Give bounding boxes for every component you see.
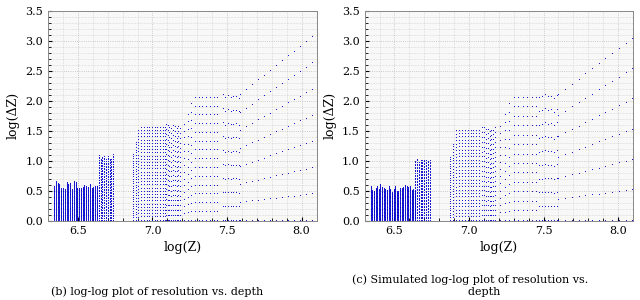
X-axis label: log(Z): log(Z) bbox=[163, 241, 202, 254]
Text: (c) Simulated log-log plot of resolution vs.
        depth: (c) Simulated log-log plot of resolution… bbox=[352, 275, 589, 297]
X-axis label: log(Z): log(Z) bbox=[480, 241, 518, 254]
Y-axis label: log(ΔZ): log(ΔZ) bbox=[323, 92, 337, 140]
Text: (b) log-log plot of resolution vs. depth: (b) log-log plot of resolution vs. depth bbox=[51, 286, 263, 297]
Y-axis label: log(ΔZ): log(ΔZ) bbox=[7, 92, 20, 140]
